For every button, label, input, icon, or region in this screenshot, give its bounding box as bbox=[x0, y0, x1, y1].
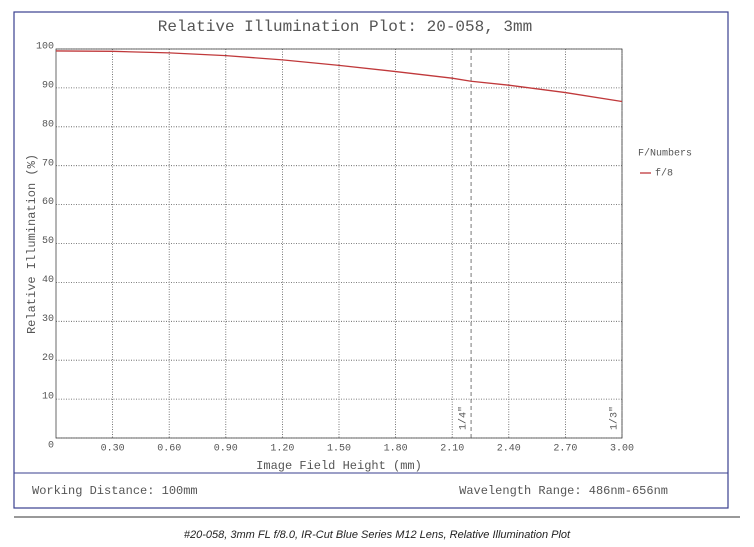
x-tick-label: 1.20 bbox=[270, 444, 294, 455]
x-tick-label: 0.90 bbox=[214, 444, 238, 455]
plot-border bbox=[55, 48, 623, 439]
marker-label: 1/3" bbox=[609, 406, 621, 430]
y-tick-label: 0 bbox=[48, 441, 54, 452]
legend-label: f/8 bbox=[655, 168, 673, 180]
x-tick-label: 1.50 bbox=[327, 444, 351, 455]
x-axis-label: Image Field Height (mm) bbox=[256, 459, 422, 473]
y-tick-label: 70 bbox=[42, 158, 54, 169]
x-tick-label: 1.80 bbox=[384, 444, 408, 455]
y-tick-label: 40 bbox=[42, 275, 54, 286]
x-tick-label: 2.40 bbox=[497, 444, 521, 455]
x-tick-label: 2.10 bbox=[440, 444, 464, 455]
x-tick-label: 2.70 bbox=[553, 444, 577, 455]
x-tick-label: 0.60 bbox=[157, 444, 181, 455]
y-tick-label: 50 bbox=[42, 236, 54, 247]
y-tick-label: 20 bbox=[42, 353, 54, 364]
y-tick-label: 90 bbox=[42, 81, 54, 92]
y-tick-label: 80 bbox=[42, 119, 54, 130]
y-axis-label: Relative Illumination (%) bbox=[25, 154, 39, 334]
footer-left: Working Distance: 100mm bbox=[32, 484, 198, 498]
frame bbox=[13, 11, 729, 509]
x-tick-label: 0.30 bbox=[101, 444, 125, 455]
marker-label: 1/4" bbox=[458, 406, 470, 430]
caption: #20-058, 3mm FL f/8.0, IR-Cut Blue Serie… bbox=[184, 529, 571, 541]
y-tick-label: 30 bbox=[42, 314, 54, 325]
y-tick-label: 60 bbox=[42, 197, 54, 208]
y-tick-label: 10 bbox=[42, 392, 54, 403]
chart-title: Relative Illumination Plot: 20-058, 3mm bbox=[158, 18, 532, 36]
footer-right: Wavelength Range: 486nm-656nm bbox=[459, 484, 668, 498]
data-line bbox=[55, 50, 623, 103]
y-tick-label: 100 bbox=[36, 42, 54, 53]
x-tick-label: 3.00 bbox=[610, 444, 634, 455]
legend-title: F/Numbers bbox=[638, 148, 692, 160]
